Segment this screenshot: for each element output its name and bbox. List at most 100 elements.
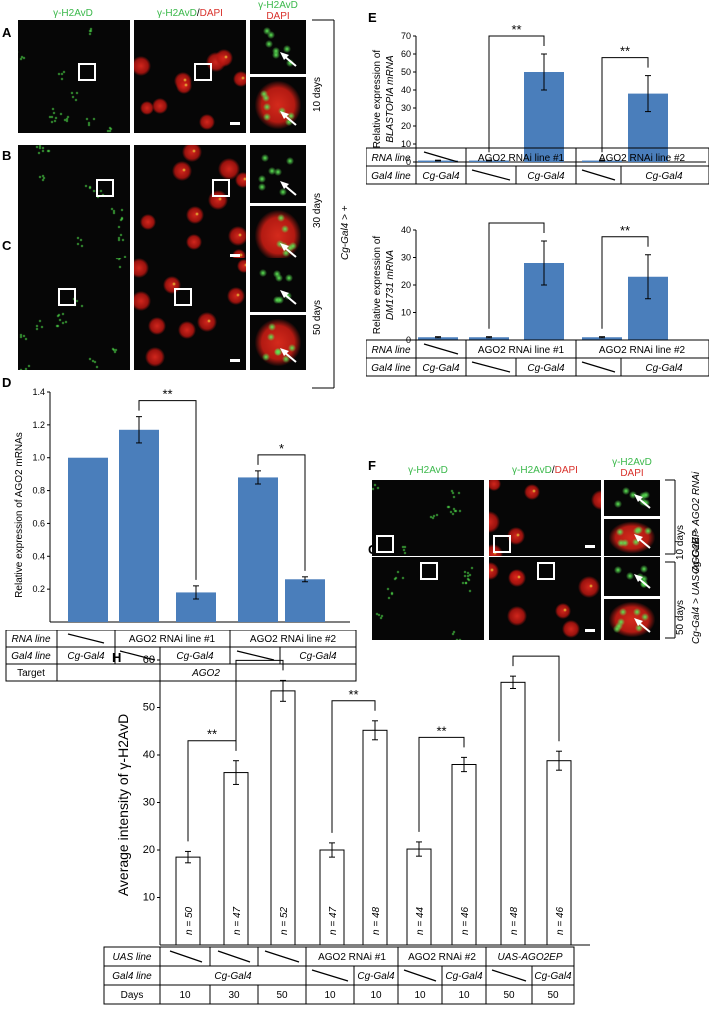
bar <box>270 690 296 946</box>
not-applicable-slash <box>491 969 527 982</box>
table-row-label: Days <box>121 990 144 1001</box>
micrograph-h2avd-row0 <box>18 20 130 133</box>
bar <box>451 764 477 946</box>
table-row-label: RNA line <box>371 345 411 356</box>
y-tick-label: 50 <box>401 67 411 77</box>
significance-bracket <box>235 659 284 751</box>
arrow-icon <box>280 348 297 363</box>
table-cell-days: 10 <box>324 990 336 1001</box>
chart-h: 10 20 30 40 50 60 Average intensity of γ-H2AvD… <box>103 655 590 1005</box>
significance-bracket <box>257 454 306 571</box>
bar <box>238 477 278 622</box>
zoom-fg-merge-0 <box>604 519 660 556</box>
fg-col2-header: γ-H2AvD/DAPI <box>512 465 578 476</box>
micrograph-h2avd-row2 <box>18 258 130 370</box>
y-tick-label: 10 <box>401 308 411 318</box>
panel-label-e: E <box>368 10 377 25</box>
table-cell: Cg-Gal4 <box>214 971 252 982</box>
zoom-h2avd-row1 <box>250 145 306 203</box>
table-cell: Cg-Gal4 <box>422 363 460 374</box>
arrow-icon <box>634 574 651 589</box>
bar <box>418 337 458 340</box>
y-tick-label: 50 <box>143 702 155 714</box>
bar <box>319 849 345 946</box>
fg-col1-header: γ-H2AvD <box>408 465 448 476</box>
data-table-frame <box>366 339 709 377</box>
table-row-label: Gal4 line <box>112 971 152 982</box>
n-label: n = 46 <box>555 906 566 935</box>
y-tick-label: 0.6 <box>32 518 45 528</box>
table-cell: Cg-Gal4 <box>645 363 683 374</box>
not-applicable-slash <box>471 361 511 373</box>
table-row-label: Target <box>17 668 45 679</box>
arrow-icon <box>634 494 651 509</box>
table-row-label: Gal4 line <box>371 171 411 182</box>
panel-label-h: H <box>112 650 122 665</box>
y-tick-label: 30 <box>143 797 155 809</box>
abc-row-a-days: 10 days <box>312 76 323 112</box>
table-cell: Cg-Gal4 <box>527 171 565 182</box>
y-tick-label: 0.8 <box>32 486 45 496</box>
table-row-label: UAS line <box>113 952 152 963</box>
bar <box>362 729 388 946</box>
panel-label-c: C <box>2 238 12 253</box>
table-row-label: RNA line <box>11 634 51 645</box>
y-tick-label: 0 <box>406 157 411 167</box>
bar <box>500 681 526 946</box>
panel-label-b: B <box>2 148 12 163</box>
table-row-label: Gal4 line <box>371 363 411 374</box>
panel-label-d: D <box>2 375 12 390</box>
table-cell: Cg-Gal4 <box>176 651 214 662</box>
table-cell: UAS-AGO2EP <box>497 952 562 963</box>
not-applicable-slash <box>581 169 616 181</box>
table-cell-days: 30 <box>228 990 240 1001</box>
table-cell: Cg-Gal4 <box>357 971 395 982</box>
chart-d: 0.2 0.4 0.6 0.8 1.0 1.2 1.4 Relative expression… <box>14 387 350 623</box>
y-axis-label: Relative expression of AGO2 mRNAs <box>14 432 25 598</box>
zoom-region-box <box>537 562 555 580</box>
data-table-frame <box>5 630 357 682</box>
panel-label-a: A <box>2 25 12 40</box>
n-label: n = 50 <box>184 906 195 935</box>
not-applicable-slash <box>169 950 203 963</box>
table-cell: Cg-Gal4 <box>422 171 460 182</box>
significance-label: ** <box>511 218 521 224</box>
significance-label: * <box>279 441 284 456</box>
y-tick-label: 20 <box>401 121 411 131</box>
abc-col3-header: γ-H2AvD DAPI <box>258 0 298 22</box>
scale-bar <box>230 359 240 362</box>
table-cell: Cg-Gal4 <box>527 363 565 374</box>
abc-row-b-days: 30 days <box>312 192 323 228</box>
arrow-icon <box>280 290 297 305</box>
panel-label-f: F <box>368 458 376 473</box>
zoom-region-box <box>212 179 230 197</box>
arrow-icon <box>280 111 297 126</box>
abc-col1-header: γ-H2AvD <box>53 8 93 19</box>
significance-label: ** <box>511 22 521 37</box>
table-cell-days: 10 <box>458 990 470 1001</box>
table-cell: AGO2 <box>191 668 220 679</box>
scale-bar <box>230 122 240 125</box>
y-axis-label-line1: Relative expression of <box>372 50 383 149</box>
zoom-region-box <box>78 63 96 81</box>
significance-bracket <box>512 655 560 742</box>
fg-col3-header: γ-H2AvD DAPI <box>612 457 652 479</box>
significance-bracket <box>488 222 545 329</box>
significance-bracket <box>418 736 465 832</box>
table-cell: AGO2 RNAi #1 <box>318 952 386 963</box>
table-cell: Cg-Gal4 <box>67 651 105 662</box>
y-tick-label: 0.2 <box>32 584 45 594</box>
y-axis-label-line2: DM1731 mRNA <box>385 250 396 320</box>
not-applicable-slash <box>311 969 349 982</box>
significance-label: ** <box>162 387 172 402</box>
bar <box>175 856 201 946</box>
zoom-region-box <box>493 535 511 553</box>
table-cell: AGO2 RNAi line #2 <box>599 345 686 356</box>
y-tick-label: 60 <box>401 49 411 59</box>
arrow-icon <box>280 52 297 67</box>
table-cell: Cg-Gal4 <box>645 171 683 182</box>
zoom-region-box <box>96 179 114 197</box>
table-cell: AGO2 RNAi line #1 <box>478 345 565 356</box>
bar <box>223 772 249 946</box>
